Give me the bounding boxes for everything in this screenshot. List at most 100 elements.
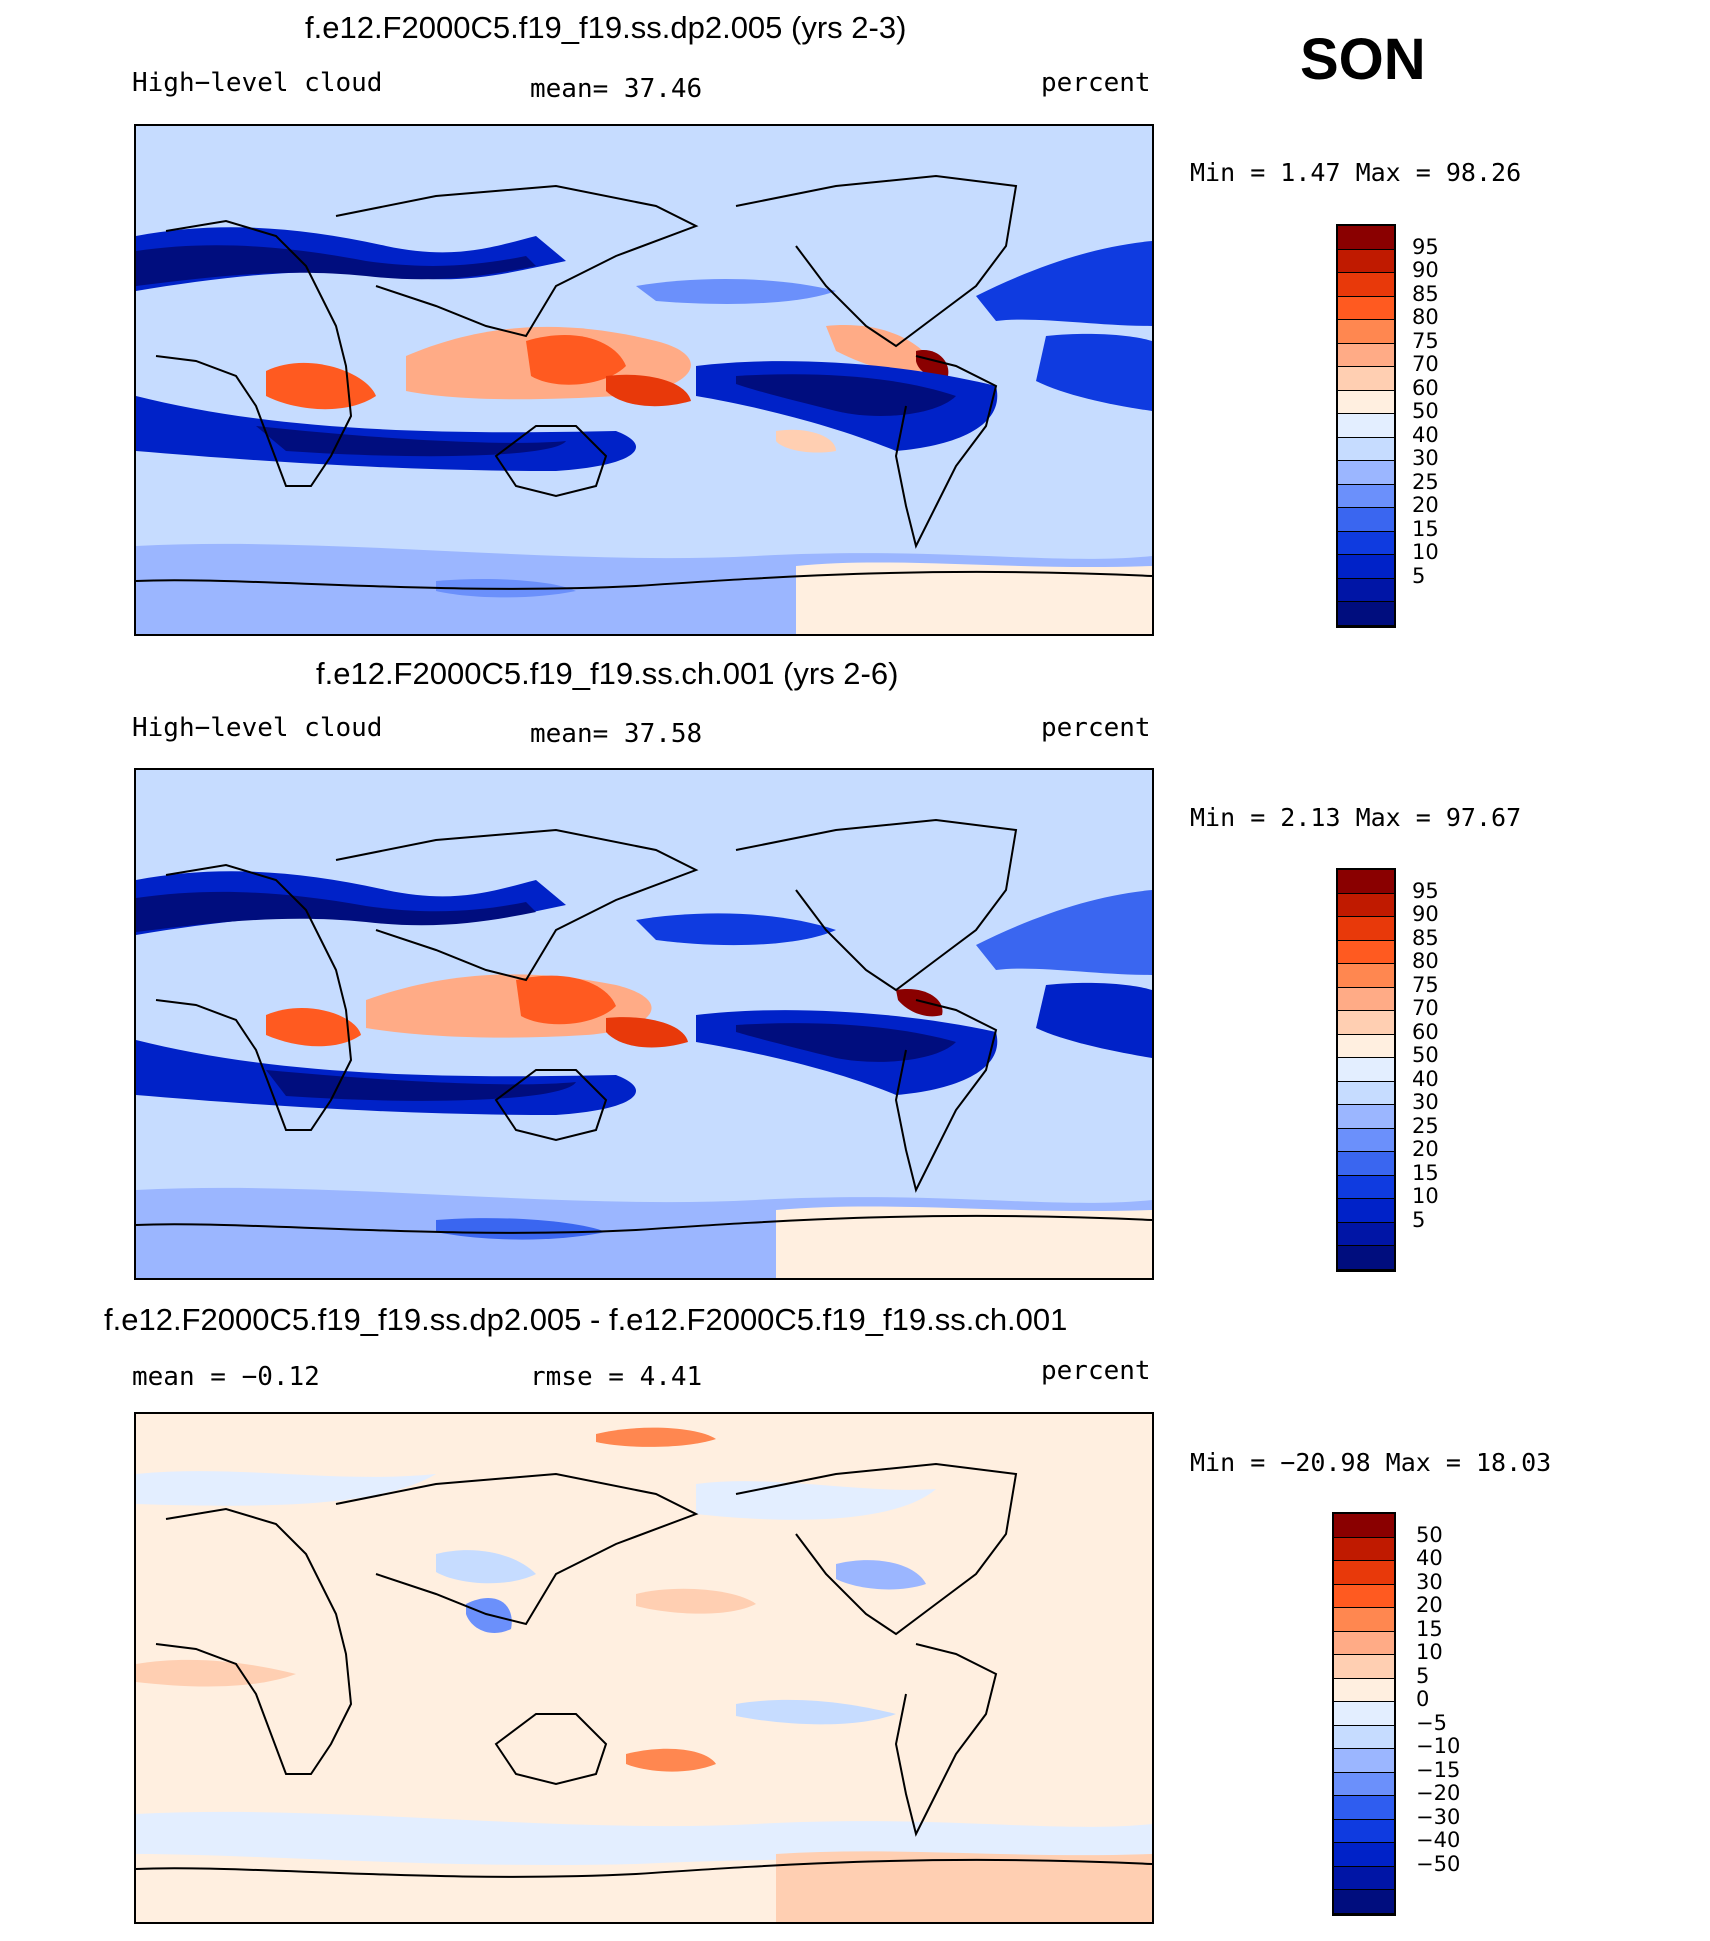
colorbar-swatch bbox=[1334, 1537, 1394, 1562]
panel-2-asia bbox=[335, 828, 699, 982]
colorbar-swatch bbox=[1338, 414, 1394, 438]
colorbar-swatch bbox=[1334, 1749, 1394, 1773]
panel-1-field-north-core bbox=[136, 245, 536, 286]
panel-3-field-warm-1 bbox=[636, 1588, 756, 1614]
colorbar-tick-label: 70 bbox=[1412, 352, 1439, 377]
colorbar-swatch bbox=[1338, 917, 1394, 941]
colorbar-swatch bbox=[1338, 1246, 1394, 1270]
colorbar-tick-label: 40 bbox=[1416, 1546, 1443, 1571]
colorbar-swatch bbox=[1338, 1175, 1394, 1200]
panel-3-field-cool-3 bbox=[436, 1550, 536, 1584]
colorbar-tick-label: 95 bbox=[1412, 234, 1439, 259]
colorbar-swatch bbox=[1338, 602, 1394, 626]
panel-1-field-atlantic-dry bbox=[1036, 333, 1152, 411]
colorbar-swatch bbox=[1334, 1678, 1394, 1703]
panel-3-australia bbox=[494, 1713, 608, 1786]
colorbar-swatch bbox=[1338, 555, 1394, 579]
panel-3-units-label: percent bbox=[1041, 1356, 1151, 1386]
panel-1-variable-label: High−level cloud bbox=[132, 68, 383, 98]
colorbar-swatch bbox=[1334, 1608, 1394, 1632]
panel-1-asia bbox=[335, 184, 699, 338]
panel-1-field-south-indian-core bbox=[256, 426, 566, 457]
colorbar-swatch bbox=[1338, 484, 1394, 509]
panel-2-africa-europe bbox=[155, 863, 353, 1131]
panel-3-field-antarctic-warm bbox=[776, 1851, 1152, 1922]
colorbar-tick-label: 60 bbox=[1412, 375, 1439, 400]
colorbar-tick-label: 10 bbox=[1412, 540, 1439, 565]
colorbar-swatch bbox=[1338, 870, 1394, 894]
panel-1-colorbar bbox=[1336, 224, 1396, 628]
panel-3-field-warm-2 bbox=[626, 1748, 716, 1772]
colorbar-swatch bbox=[1338, 1081, 1394, 1106]
colorbar-tick-label: 90 bbox=[1412, 902, 1439, 927]
colorbar-tick-label: 10 bbox=[1412, 1184, 1439, 1209]
panel-2-coastlines bbox=[136, 818, 1152, 1234]
panel-1-south-america bbox=[894, 355, 998, 549]
colorbar-swatch bbox=[1338, 1105, 1394, 1129]
panel-3-field-arctic-warm bbox=[596, 1427, 716, 1447]
panel-1-field-itcz-east bbox=[826, 325, 936, 373]
colorbar-swatch bbox=[1338, 1222, 1394, 1247]
colorbar-tick-label: 95 bbox=[1412, 878, 1439, 903]
panel-3-minmax: Min = −20.98 Max = 18.03 bbox=[1190, 1448, 1552, 1477]
panel-1-field-atlantic-track bbox=[976, 241, 1152, 326]
panel-2-australia bbox=[494, 1069, 608, 1142]
colorbar-tick-label: 50 bbox=[1412, 1043, 1439, 1068]
panel-2-colorbar bbox=[1336, 868, 1396, 1272]
colorbar-tick-label: 80 bbox=[1412, 949, 1439, 974]
colorbar-swatch bbox=[1338, 578, 1394, 603]
panel-1-map bbox=[134, 124, 1154, 636]
colorbar-tick-label: 75 bbox=[1412, 328, 1439, 353]
colorbar-swatch bbox=[1334, 1819, 1394, 1844]
colorbar-swatch bbox=[1334, 1796, 1394, 1820]
panel-2-field-pacific-convection bbox=[606, 1017, 688, 1048]
colorbar-tick-label: 30 bbox=[1412, 1090, 1439, 1115]
colorbar-swatch bbox=[1338, 1034, 1394, 1059]
colorbar-swatch bbox=[1334, 1514, 1394, 1538]
colorbar-tick-label: 60 bbox=[1412, 1019, 1439, 1044]
colorbar-tick-label: 50 bbox=[1412, 399, 1439, 424]
panel-1-minmax: Min = 1.47 Max = 98.26 bbox=[1190, 158, 1522, 187]
colorbar-tick-label: 30 bbox=[1416, 1569, 1443, 1594]
colorbar-swatch bbox=[1338, 531, 1394, 556]
colorbar-swatch bbox=[1338, 273, 1394, 297]
colorbar-swatch bbox=[1334, 1655, 1394, 1679]
panel-3-africa-europe bbox=[155, 1507, 353, 1775]
panel-1-field-antarctic-band bbox=[796, 562, 1152, 634]
colorbar-swatch bbox=[1334, 1866, 1394, 1891]
panel-2-variable-label: High−level cloud bbox=[132, 713, 383, 743]
panel-1-mean-label: mean= 37.46 bbox=[530, 74, 703, 104]
panel-2-field-atlantic-track bbox=[976, 890, 1152, 975]
colorbar-tick-label: 5 bbox=[1416, 1663, 1430, 1688]
panel-2-field-pacific-track bbox=[636, 913, 836, 946]
panel-2-units-label: percent bbox=[1041, 713, 1151, 743]
colorbar-swatch bbox=[1338, 508, 1394, 532]
colorbar-tick-label: 50 bbox=[1416, 1522, 1443, 1547]
colorbar-swatch bbox=[1338, 296, 1394, 321]
panel-1-north-america bbox=[735, 174, 1018, 348]
panel-3-rmse-label: rmse = 4.41 bbox=[530, 1362, 703, 1392]
colorbar-swatch bbox=[1334, 1890, 1394, 1914]
panel-3-coastlines bbox=[136, 1462, 1152, 1878]
panel-3-field-cool-5 bbox=[736, 1699, 896, 1725]
colorbar-tick-label: 10 bbox=[1416, 1640, 1443, 1665]
panel-2-map-svg bbox=[136, 770, 1152, 1278]
colorbar-tick-label: 90 bbox=[1412, 258, 1439, 283]
panel-2-field-north-core bbox=[136, 891, 536, 932]
colorbar-tick-label: 40 bbox=[1412, 1066, 1439, 1091]
colorbar-tick-label: 15 bbox=[1416, 1616, 1443, 1641]
colorbar-tick-label: 15 bbox=[1412, 516, 1439, 541]
colorbar-tick-label: 85 bbox=[1412, 925, 1439, 950]
colorbar-swatch bbox=[1338, 1199, 1394, 1223]
panel-2-mean-label: mean= 37.58 bbox=[530, 719, 703, 749]
panel-2-field-southern-blue-blob bbox=[436, 1218, 606, 1240]
panel-3-field-cool-1 bbox=[136, 1471, 436, 1506]
colorbar-tick-label: −30 bbox=[1416, 1804, 1461, 1829]
colorbar-tick-label: −15 bbox=[1416, 1757, 1461, 1782]
colorbar-swatch bbox=[1338, 390, 1394, 415]
panel-1-title: f.e12.F2000C5.f19_f19.ss.dp2.005 (yrs 2-… bbox=[305, 10, 907, 45]
panel-1-field-pacific-track bbox=[636, 279, 836, 304]
colorbar-swatch bbox=[1338, 964, 1394, 988]
panel-1-map-svg bbox=[136, 126, 1152, 634]
colorbar-tick-label: 5 bbox=[1412, 563, 1426, 588]
